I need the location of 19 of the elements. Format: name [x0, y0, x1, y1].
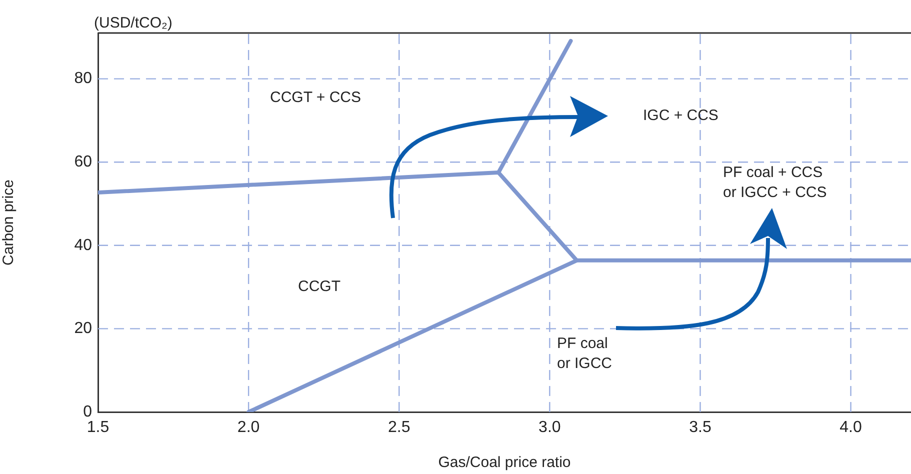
- y-tick-label: 20: [74, 320, 92, 338]
- annotation: IGC + CCS: [643, 107, 718, 124]
- annotation: PF coal or IGCC: [557, 335, 612, 372]
- annotation: PF coal + CCS or IGCC + CCS: [723, 164, 827, 202]
- x-axis-title: Gas/Coal price ratio: [438, 454, 571, 472]
- y-tick-label: 80: [74, 70, 92, 88]
- annotation: CCGT + CCS: [270, 89, 361, 106]
- x-tick-label: 1.5: [86, 419, 110, 436]
- x-tick-label: 2.5: [388, 419, 410, 436]
- x-tick-label: 2.0: [237, 419, 260, 436]
- y-tick-label: 0: [83, 403, 92, 420]
- y-axis-title: Carbon price: [0, 180, 18, 266]
- text: (USD/tCO₂): [94, 14, 172, 32]
- y-tick-label: 40: [74, 236, 92, 254]
- x-tick-label: 3.0: [538, 419, 561, 436]
- y-tick-label: 60: [74, 154, 92, 171]
- x-tick-label: 4.0: [840, 419, 862, 436]
- annotation: CCGT: [298, 278, 340, 296]
- x-tick-label: 3.5: [689, 419, 712, 436]
